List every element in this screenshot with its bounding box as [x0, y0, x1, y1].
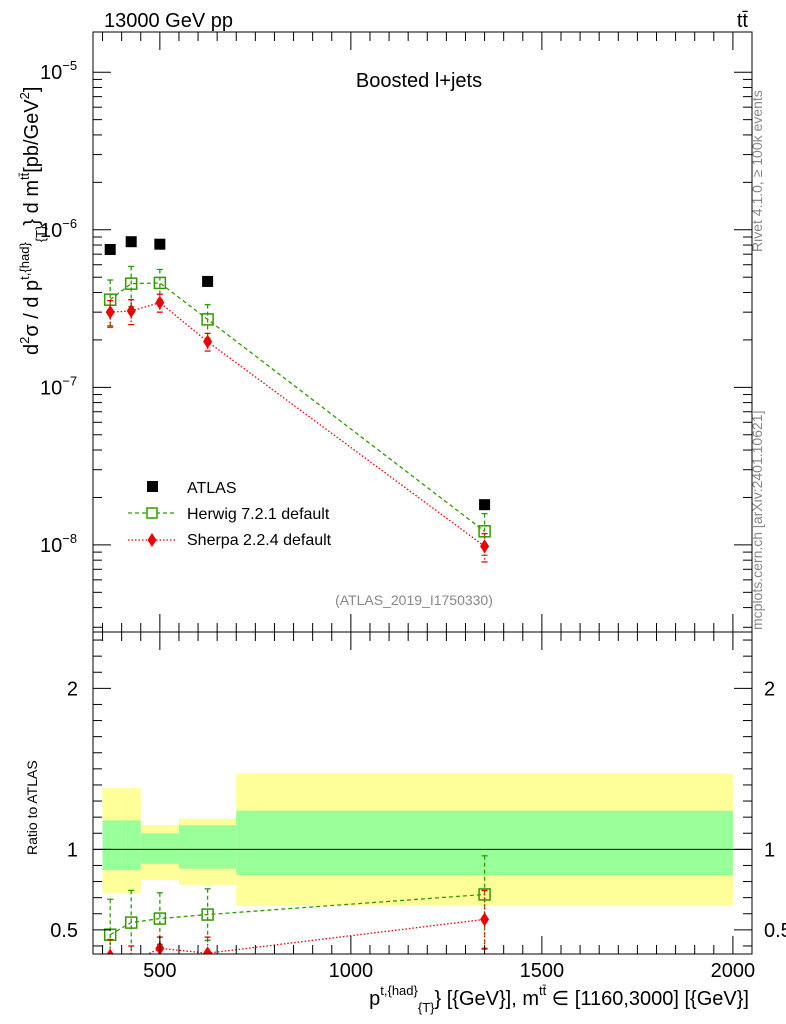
ratio-y-tick-label: 0.5 [50, 920, 78, 942]
sherpa-main-point [105, 305, 115, 320]
sherpa-main-point [480, 539, 490, 554]
herwig-ratio-point [478, 888, 491, 901]
main-y-tick-label-base: 10 [40, 535, 62, 557]
sherpa-ratio-point [127, 955, 136, 969]
legend-label-herwig: Herwig 7.2.1 default [187, 506, 330, 523]
atlas-data-point [104, 243, 116, 255]
herwig-ratio-line [109, 893, 485, 936]
ratio-y-tick-label: 2 [67, 678, 78, 700]
sherpa-main-line [110, 301, 485, 547]
sherpa-main-point [203, 334, 213, 349]
main-y-tick-labels: 10−810−710−610−5 [40, 58, 77, 557]
main-y-tick-label: 10−6 [40, 216, 77, 242]
ratio-x-tick-label: 1000 [329, 960, 374, 982]
process-label: tt̄ [737, 10, 749, 32]
ratio-panel-frame [92, 631, 753, 955]
ratio-x-tick-label: 2000 [711, 960, 756, 982]
main-y-tick-label-exponent: −7 [62, 373, 77, 388]
main-y-tick-label: 10−5 [40, 58, 77, 84]
herwig-ratio-point [124, 916, 138, 929]
ratio-x-tick-labels: 500 1000 1500 2000 [143, 960, 755, 982]
atlas-data-point [125, 236, 137, 248]
ratio-band-inner-segment [140, 833, 179, 864]
herwig-main-line [109, 282, 485, 532]
atlas-data-point [202, 275, 214, 287]
ratio-y-axis-label: Ratio to ATLAS [24, 760, 40, 855]
main-y-tick-label-base: 10 [40, 62, 62, 84]
atlas-data-point [154, 238, 166, 250]
main-y-tick-label-exponent: −8 [62, 531, 77, 546]
sherpa-main-point [155, 295, 165, 310]
main-y-tick-label-exponent: −5 [62, 58, 77, 73]
main-panel-series [103, 236, 491, 563]
herwig-main-point [124, 277, 138, 290]
ratio-y-tick-label-right: 1 [764, 839, 775, 861]
main-y-tick-label-base: 10 [40, 377, 62, 399]
ratio-axis-ticks [93, 632, 753, 954]
ratio-uncertainty-bands [102, 773, 733, 906]
ratio-band-inner-segment [178, 825, 237, 869]
legend: ATLAS Herwig 7.2.1 default Sherpa 2.2.4 … [128, 480, 332, 549]
energy-label: 13000 GeV pp [104, 10, 233, 32]
ratio-panel-series [103, 855, 491, 969]
ratio-band-inner-segment [121, 820, 141, 871]
plot-title: Boosted l+jets [356, 70, 482, 92]
legend-marker-atlas [147, 481, 158, 492]
herwig-main-point [153, 276, 167, 290]
herwig-main-point [103, 293, 117, 306]
rivet-version-label: Rivet 4.1.0, ≥ 100k events [749, 90, 765, 252]
mcplots-label: mcplots.cern.ch [arXiv:2401.10621] [749, 411, 765, 630]
legend-marker-herwig [146, 507, 158, 519]
ratio-y-tick-label-right: 2 [764, 678, 775, 700]
legend-label-atlas: ATLAS [187, 480, 237, 497]
sherpa-ratio-point [106, 948, 114, 954]
main-y-axis-label: d2σ / d pt,{had}{T}} d mtt̄[pb/GeV2] [17, 87, 48, 355]
analysis-label: (ATLAS_2019_I1750330) [335, 592, 493, 608]
ratio-x-tick-label: 1500 [520, 960, 565, 982]
legend-marker-sherpa [147, 533, 157, 547]
herwig-main-point [201, 313, 214, 326]
main-y-tick-label-base: 10 [40, 220, 62, 242]
main-axis-ticks [93, 32, 753, 632]
sherpa-ratio-point [480, 912, 490, 927]
ratio-y-tick-label: 1 [67, 839, 78, 861]
x-axis-label: pt,{had}{T}} [{GeV}], mtt̄ ∈ [1160,3000]… [369, 983, 749, 1015]
sherpa-ratio-line [146, 918, 485, 954]
sherpa-main-point [126, 304, 136, 319]
main-y-tick-label: 10−7 [40, 373, 77, 399]
atlas-data-point [479, 499, 491, 511]
herwig-ratio-point [103, 928, 117, 941]
herwig-main-point [478, 525, 491, 538]
main-y-tick-label-exponent: −6 [62, 216, 77, 231]
legend-label-sherpa: Sherpa 2.2.4 default [187, 532, 332, 549]
herwig-ratio-point [153, 912, 167, 925]
sherpa-ratio-point [203, 946, 213, 954]
ratio-band-inner-segment [102, 820, 122, 871]
ratio-x-tick-label: 500 [143, 960, 176, 982]
ratio-y-tick-labels: 0.5 0.5 1 1 2 2 [50, 678, 786, 942]
ratio-y-tick-label-right: 0.5 [764, 920, 786, 942]
main-y-tick-label: 10−8 [40, 531, 77, 557]
herwig-ratio-point [201, 908, 214, 921]
